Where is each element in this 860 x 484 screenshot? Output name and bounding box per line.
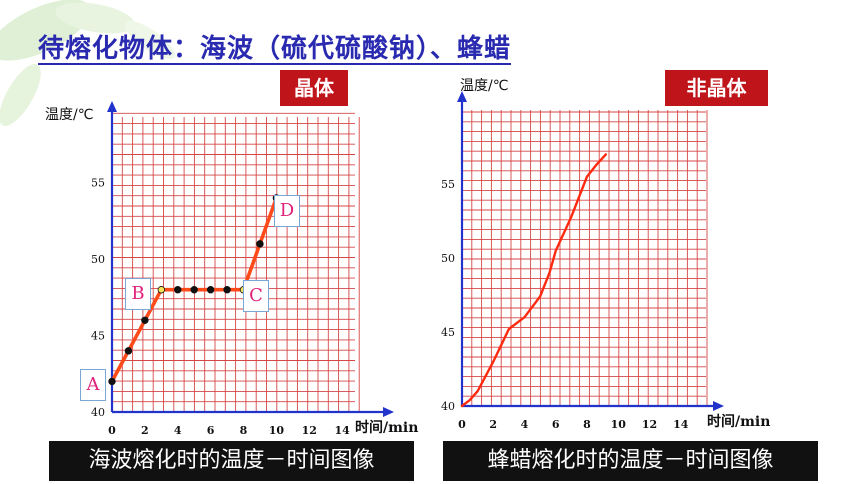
data-point [157,286,166,294]
y-tick-label: 50 [91,253,105,266]
amorphous-melting-chart: 0 2 4 6 8 10 12 14 40 45 50 55 时间/min [441,91,770,431]
y-axis-arrow [107,101,117,112]
x-axis-label: 时间/min [355,419,418,436]
y-tick-label: 55 [91,177,105,190]
x-tick-label: 4 [174,424,182,437]
data-point [141,316,149,324]
x-tick-label: 8 [240,424,248,437]
y-tick-label: 55 [441,178,455,191]
y-axis-arrow [457,91,467,102]
point-label-c: C [243,280,269,312]
data-point [174,286,182,294]
x-tick-label: 14 [673,418,689,431]
point-label-d: D [274,195,300,227]
x-axis-arrow [383,407,394,417]
x-tick-label: 0 [458,418,466,431]
x-axis-label: 时间/min [707,413,770,430]
point-label-a: A [80,369,106,401]
x-axis-arrow [713,401,724,411]
y-tick-label: 40 [441,400,455,413]
series-line [460,153,607,408]
data-point [256,240,264,248]
y-tick-label: 50 [441,252,455,265]
x-tick-label: 0 [108,424,116,437]
y-tick-label: 40 [91,406,105,419]
x-tick-label: 2 [141,424,149,437]
data-point [206,286,215,294]
crystal-melting-chart: 0 2 4 6 8 10 12 14 40 45 50 55 时间/min [91,101,418,437]
x-tick-label: 10 [269,424,285,437]
point-label-b: B [125,278,151,310]
x-tick-label: 12 [302,424,317,437]
data-point [223,286,231,294]
x-tick-label: 6 [552,418,560,431]
left-y-axis-label: 温度/℃ [45,107,94,123]
amorphous-badge: 非晶体 [665,70,768,106]
x-tick-label: 4 [521,418,529,431]
data-point [124,347,133,355]
y-tick-label: 45 [91,330,105,343]
data-point [190,286,198,294]
crystal-badge: 晶体 [280,70,348,106]
x-tick-label: 12 [642,418,657,431]
page-title: 待熔化物体：海波（硫代硫酸钠）、蜂蜡 [38,34,512,64]
x-tick-label: 14 [334,424,350,437]
x-tick-label: 10 [611,418,627,431]
x-tick-label: 8 [583,418,591,431]
right-chart-caption: 蜂蜡熔化时的温度－时间图像 [443,441,818,481]
x-tick-label: 2 [489,418,497,431]
right-y-axis-label: 温度/℃ [460,78,509,94]
data-point [108,377,116,386]
x-tick-label: 6 [207,424,215,437]
left-chart-caption: 海波熔化时的温度－时间图像 [49,441,414,481]
y-tick-label: 45 [441,326,455,339]
